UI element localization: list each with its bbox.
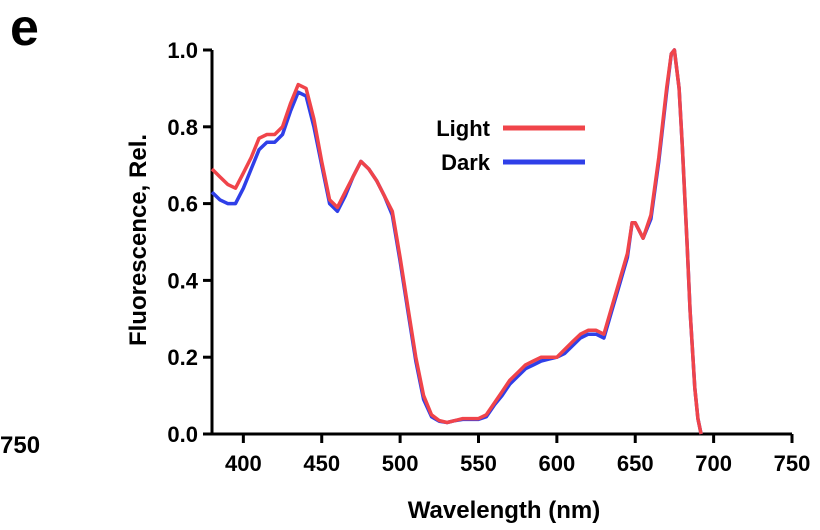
x-tick-label: 400 xyxy=(225,451,262,476)
series-layer xyxy=(212,50,701,434)
x-tick-label: 550 xyxy=(460,451,497,476)
y-axis-label: Fluorescence, Rel. xyxy=(125,134,152,346)
x-tick-label: 750 xyxy=(774,451,811,476)
y-tick-label: 0.0 xyxy=(167,422,198,447)
legend: Light Dark xyxy=(436,116,585,175)
y-tick-label: 1.0 xyxy=(167,38,198,63)
x-tick-label: 700 xyxy=(695,451,732,476)
x-tick-label: 450 xyxy=(303,451,340,476)
y-tick-label: 0.4 xyxy=(167,268,198,293)
y-tick-label: 0.2 xyxy=(167,345,198,370)
legend-label-light: Light xyxy=(436,116,490,141)
x-tick-label: 650 xyxy=(617,451,654,476)
series-line-light xyxy=(212,50,701,434)
y-tick-label: 0.8 xyxy=(167,115,198,140)
x-axis-label: Wavelength (nm) xyxy=(408,497,600,524)
legend-label-dark: Dark xyxy=(441,150,491,175)
x-tick-label: 600 xyxy=(539,451,576,476)
x-tick-label: 500 xyxy=(382,451,419,476)
y-tick-label: 0.6 xyxy=(167,192,198,217)
